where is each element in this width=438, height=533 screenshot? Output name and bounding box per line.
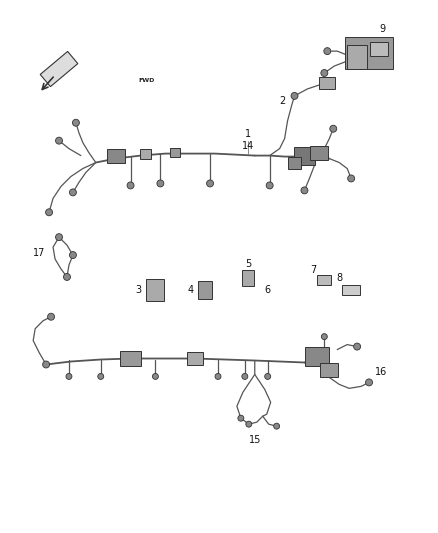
Circle shape [291, 92, 298, 99]
Bar [140, 149, 152, 158]
Circle shape [348, 175, 355, 182]
Circle shape [274, 423, 279, 429]
Circle shape [321, 69, 328, 77]
Text: 17: 17 [33, 248, 46, 258]
Circle shape [324, 47, 331, 54]
Bar [146, 279, 164, 301]
Circle shape [152, 374, 159, 379]
Bar [40, 51, 78, 87]
Circle shape [266, 182, 273, 189]
Circle shape [48, 313, 55, 320]
Circle shape [56, 233, 63, 240]
Circle shape [246, 421, 252, 427]
Text: 7: 7 [310, 265, 317, 275]
Text: FWD: FWD [138, 78, 155, 83]
Bar [342, 285, 360, 295]
Text: 3: 3 [135, 285, 141, 295]
Circle shape [70, 252, 76, 259]
Circle shape [64, 273, 71, 280]
Text: 1: 1 [245, 128, 251, 139]
Circle shape [157, 180, 164, 187]
Text: 4: 4 [187, 285, 193, 295]
Circle shape [127, 182, 134, 189]
Bar [370, 42, 388, 56]
Bar [107, 149, 124, 163]
Text: 9: 9 [379, 24, 385, 34]
Circle shape [98, 374, 104, 379]
Bar [120, 351, 141, 367]
Text: 15: 15 [249, 435, 261, 445]
Bar [198, 281, 212, 299]
Text: 14: 14 [242, 141, 254, 151]
Bar [347, 45, 367, 69]
Circle shape [46, 209, 53, 216]
Circle shape [207, 180, 214, 187]
Text: 2: 2 [279, 96, 286, 106]
Bar [311, 146, 328, 159]
Circle shape [242, 374, 248, 379]
Circle shape [72, 119, 79, 126]
Circle shape [70, 189, 76, 196]
Bar [187, 352, 203, 366]
Circle shape [353, 343, 360, 350]
Bar [305, 346, 329, 367]
Circle shape [366, 379, 373, 386]
Text: 6: 6 [265, 285, 271, 295]
Text: 5: 5 [245, 259, 251, 269]
Text: 16: 16 [375, 367, 387, 377]
Circle shape [321, 334, 327, 340]
Text: 8: 8 [336, 273, 342, 283]
Circle shape [56, 137, 63, 144]
Circle shape [215, 374, 221, 379]
Circle shape [238, 415, 244, 421]
Bar [345, 37, 393, 69]
Circle shape [301, 187, 308, 194]
Circle shape [66, 374, 72, 379]
Bar [293, 147, 315, 165]
Circle shape [42, 361, 49, 368]
Bar [318, 275, 331, 285]
Bar [320, 364, 338, 377]
Bar [288, 157, 301, 168]
Circle shape [265, 374, 271, 379]
Bar [242, 270, 254, 286]
Bar [319, 77, 335, 89]
Bar [170, 148, 180, 157]
Circle shape [330, 125, 337, 132]
